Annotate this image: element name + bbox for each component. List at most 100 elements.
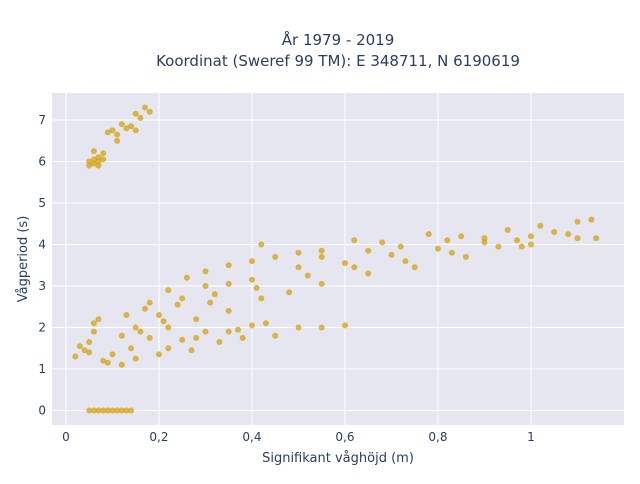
scatter-point — [114, 407, 121, 414]
scatter-point — [100, 156, 107, 163]
tick-labels: 0 0,2 0,4 0,6 0,8 1 0 1 2 3 4 5 6 7 — [38, 113, 534, 444]
scatter-point — [435, 245, 441, 252]
scatter-point — [156, 312, 162, 318]
scatter-point — [146, 108, 153, 115]
scatter-point — [95, 162, 102, 169]
scatter-point — [118, 332, 125, 339]
scatter-point — [235, 326, 241, 333]
scatter-point — [109, 127, 116, 134]
x-tick-label: 0 — [62, 430, 70, 444]
scatter-point — [179, 336, 186, 343]
scatter-point — [132, 110, 139, 117]
scatter-point — [86, 158, 93, 165]
scatter-point — [90, 320, 97, 327]
scatter-point — [72, 353, 79, 360]
scatter-point — [351, 237, 358, 244]
scatter-point — [104, 407, 111, 414]
scatter-point — [142, 305, 148, 312]
scatter-point — [342, 260, 348, 267]
scatter-point — [249, 322, 255, 329]
scatter-point — [123, 312, 130, 318]
scatter-point — [109, 407, 116, 414]
scatter-point — [128, 407, 135, 414]
scatter-point — [188, 347, 195, 354]
scatter-point — [160, 318, 167, 325]
x-tick-label: 0,2 — [149, 430, 168, 444]
scatter-point — [207, 299, 214, 306]
y-tick-label: 0 — [38, 403, 46, 417]
scatter-point — [551, 229, 558, 235]
scatter-point — [295, 324, 302, 331]
scatter-point — [318, 280, 325, 287]
scatter-point — [95, 407, 102, 414]
scatter-point — [202, 268, 209, 275]
scatter-point — [100, 407, 107, 414]
chart-title-line-1: År 1979 - 2019 — [282, 30, 395, 49]
scatter-point — [593, 235, 600, 242]
scatter-point — [365, 247, 372, 254]
scatter-point — [225, 280, 232, 287]
scatter-point — [81, 347, 88, 354]
y-tick-label: 6 — [38, 154, 46, 168]
scatter-point — [528, 233, 534, 240]
scatter-point — [86, 339, 93, 345]
scatter-point — [86, 407, 93, 414]
scatter-point — [286, 289, 293, 296]
scatter-point — [132, 324, 139, 331]
scatter-point — [90, 148, 97, 155]
scatter-point — [123, 407, 130, 414]
scatter-point — [90, 407, 97, 414]
scatter-point — [137, 328, 144, 335]
scatter-point — [146, 299, 153, 306]
scatter-point — [411, 264, 418, 271]
scatter-point — [537, 222, 544, 229]
scatter-point — [76, 343, 83, 350]
scatter-point — [481, 239, 488, 246]
scatter-point — [249, 258, 255, 265]
scatter-point — [179, 295, 186, 302]
y-tick-label: 5 — [38, 196, 46, 210]
scatter-point — [95, 158, 102, 165]
scatter-point — [128, 123, 135, 130]
scatter-point — [318, 253, 325, 260]
scatter-point — [114, 137, 121, 144]
scatter-point — [104, 359, 111, 366]
scatter-point — [104, 129, 111, 136]
scatter-point — [165, 345, 172, 352]
scatter-point — [90, 156, 97, 163]
plot-background — [52, 93, 624, 425]
x-tick-label: 0,4 — [242, 430, 261, 444]
scatter-point — [123, 125, 130, 132]
scatter-point — [295, 264, 302, 271]
chart-title-line-2: Koordinat (Sweref 99 TM): E 348711, N 61… — [156, 52, 520, 70]
scatter-point — [165, 324, 172, 331]
x-tick-label: 0,8 — [428, 430, 447, 444]
scatter-point — [128, 345, 135, 352]
scatter-point — [225, 262, 232, 269]
scatter-point — [514, 237, 520, 244]
scatter-point — [239, 334, 246, 341]
scatter-point — [156, 351, 162, 358]
scatter-point — [458, 233, 465, 240]
scatter-point — [448, 249, 455, 256]
scatter-point — [109, 351, 116, 358]
scatter-point — [397, 243, 404, 250]
scatter-point — [100, 150, 107, 157]
scatter-point — [318, 247, 325, 254]
scatter-point — [272, 253, 279, 260]
scatter-point — [132, 127, 139, 134]
x-axis-title: Signifikant våghöjd (m) — [262, 451, 414, 466]
scatter-point — [118, 407, 125, 414]
scatter-point — [225, 328, 232, 335]
scatter-point — [258, 241, 265, 248]
scatter-point — [118, 121, 125, 128]
scatter-point — [262, 320, 269, 327]
scatter-point — [351, 264, 358, 271]
scatter-point — [95, 154, 102, 161]
scatter-point — [114, 131, 121, 138]
scatter-point — [304, 272, 311, 279]
scatter-point — [86, 162, 93, 169]
scatter-point — [495, 243, 502, 250]
